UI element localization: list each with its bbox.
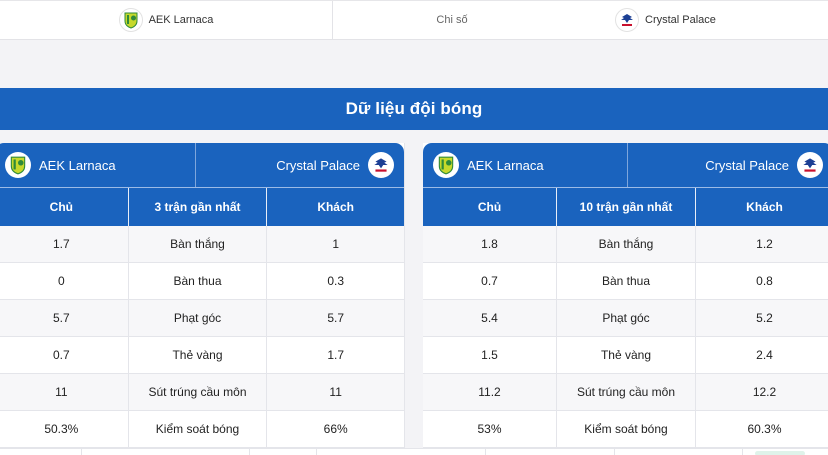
away-team-cell: Crystal Palace <box>196 143 404 187</box>
stats-tab-label: Chi số <box>436 14 468 26</box>
aek-larnaca-crest-icon <box>118 8 143 32</box>
stat-label: Sút trúng cầu môn <box>129 374 268 410</box>
stat-label: Kiểm soát bóng <box>557 411 696 447</box>
away-team-name: Crystal Palace <box>645 14 716 26</box>
column-divider <box>249 449 250 455</box>
home-value: 11 <box>0 374 129 410</box>
crystal-palace-crest-icon <box>368 152 394 178</box>
table-body: 1.8 Bàn thắng 1.2 0.7 Bàn thua 0.8 5.4 P… <box>423 226 828 448</box>
away-value: 2.4 <box>756 348 773 362</box>
away-team-cell: Crystal Palace <box>628 143 828 187</box>
home-value: 0.7 <box>423 263 557 299</box>
table-row: 1.8 Bàn thắng 1.2 <box>423 226 828 263</box>
column-divider <box>81 449 82 455</box>
home-value: 0 <box>0 263 129 299</box>
stat-label: Kiểm soát bóng <box>129 411 268 447</box>
away-value: 60.3% <box>747 422 782 436</box>
table-row: 11 Sút trúng cầu môn 11 <box>0 374 404 411</box>
column-header-away: Khách <box>317 200 354 214</box>
away-team-name: Crystal Palace <box>276 157 360 173</box>
away-value: 5.7 <box>327 311 344 325</box>
home-value: 11.2 <box>423 374 557 410</box>
stat-label: Phạt góc <box>129 300 268 336</box>
home-team-cell: AEK Larnaca <box>0 143 196 187</box>
stat-label: Thẻ vàng <box>129 337 268 373</box>
crystal-palace-crest-icon <box>797 152 823 178</box>
away-value: 1.2 <box>756 237 773 251</box>
aek-larnaca-crest-icon <box>433 152 459 178</box>
home-value: 5.4 <box>423 300 557 336</box>
stat-label: Phạt góc <box>557 300 696 336</box>
column-divider <box>614 449 615 455</box>
away-value: 66% <box>323 422 348 436</box>
column-divider <box>316 449 317 455</box>
home-value: 53% <box>423 411 557 447</box>
table-row: 1.5 Thẻ vàng 2.4 <box>423 337 828 374</box>
aek-larnaca-crest-icon <box>5 152 31 178</box>
home-value: 1.8 <box>423 226 557 262</box>
home-team-tab[interactable]: AEK Larnaca <box>0 1 333 39</box>
away-value: 0.3 <box>327 274 344 288</box>
home-team-name: AEK Larnaca <box>39 157 116 173</box>
column-header-away: Khách <box>746 200 783 214</box>
home-team-name: AEK Larnaca <box>467 157 544 173</box>
section-title-banner: Dữ liệu đội bóng <box>0 88 828 130</box>
stat-label: Bàn thua <box>557 263 696 299</box>
home-team-cell: AEK Larnaca <box>423 143 628 187</box>
stat-label: Sút trúng cầu môn <box>557 374 696 410</box>
home-value: 50.3% <box>0 411 129 447</box>
table-row: 11.2 Sút trúng cầu môn 12.2 <box>423 374 828 411</box>
stats-table-last-3: AEK Larnaca Crystal Palace Chủ 3 trận gầ… <box>0 143 405 448</box>
table-row: 0 Bàn thua 0.3 <box>0 263 404 300</box>
table-row: 53% Kiểm soát bóng 60.3% <box>423 411 828 448</box>
home-value: 1.5 <box>423 337 557 373</box>
stats-tab[interactable]: Chi số <box>333 1 571 39</box>
section-title: Dữ liệu đội bóng <box>345 99 483 118</box>
column-header-home: Chủ <box>0 188 129 226</box>
table-row: 0.7 Thẻ vàng 1.7 <box>0 337 404 374</box>
column-header-home: Chủ <box>423 188 557 226</box>
table-header-row: Chủ 10 trận gần nhất Khách <box>423 188 828 226</box>
home-team-name: AEK Larnaca <box>148 14 214 26</box>
stat-label: Bàn thua <box>129 263 268 299</box>
home-value: 5.7 <box>0 300 129 336</box>
away-value: 11 <box>329 385 342 399</box>
stat-label: Thẻ vàng <box>557 337 696 373</box>
stat-label: Bàn thắng <box>557 226 696 262</box>
table-body: 1.7 Bàn thắng 1 0 Bàn thua 0.3 5.7 Phạt … <box>0 226 404 448</box>
team-row: AEK Larnaca Crystal Palace <box>0 143 404 188</box>
table-row: 5.4 Phạt góc 5.2 <box>423 300 828 337</box>
home-value: 0.7 <box>0 337 129 373</box>
team-row: AEK Larnaca Crystal Palace <box>423 143 828 188</box>
next-section-row <box>0 448 828 455</box>
away-team-name: Crystal Palace <box>705 157 789 173</box>
stat-label: Bàn thắng <box>129 226 268 262</box>
column-header-period: 10 trận gần nhất <box>557 188 696 226</box>
away-value: 1.7 <box>327 348 344 362</box>
column-divider <box>742 449 743 455</box>
stats-table-last-10: AEK Larnaca Crystal Palace Chủ 10 trận g… <box>423 143 828 448</box>
away-value: 5.2 <box>756 311 773 325</box>
away-team-tab[interactable]: Crystal Palace <box>571 1 828 39</box>
away-value: 1 <box>332 237 339 251</box>
crystal-palace-crest-icon <box>615 8 639 32</box>
column-header-period: 3 trận gần nhất <box>129 188 268 226</box>
away-value: 12.2 <box>752 385 777 399</box>
home-value: 1.7 <box>0 226 129 262</box>
table-row: 1.7 Bàn thắng 1 <box>0 226 404 263</box>
match-header-bar: AEK Larnaca Chi số Crystal Palace <box>0 0 828 40</box>
table-row: 0.7 Bàn thua 0.8 <box>423 263 828 300</box>
table-header-row: Chủ 3 trận gần nhất Khách <box>0 188 404 226</box>
odds-badge <box>755 451 805 455</box>
away-value: 0.8 <box>756 274 773 288</box>
table-row: 50.3% Kiểm soát bóng 66% <box>0 411 404 448</box>
column-divider <box>485 449 486 455</box>
table-row: 5.7 Phạt góc 5.7 <box>0 300 404 337</box>
